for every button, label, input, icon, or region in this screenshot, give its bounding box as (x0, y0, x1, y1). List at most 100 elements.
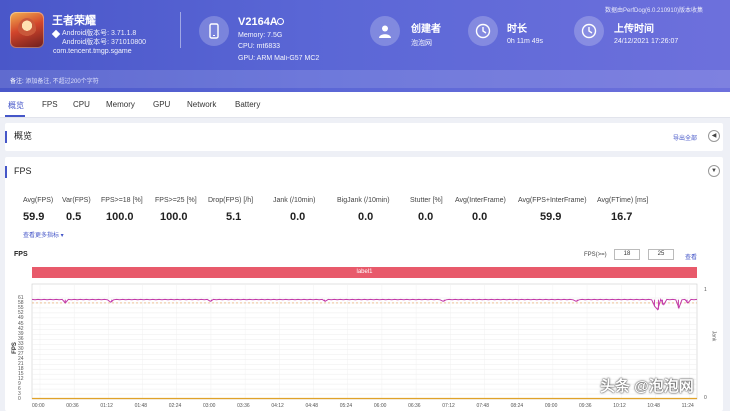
metric-label: Jank (/10min) (273, 197, 316, 204)
y-tick-label: 27 (18, 351, 24, 358)
y-tick-label: 15 (18, 371, 24, 378)
fps-threshold-input-1[interactable]: 18 (614, 249, 640, 260)
metric-value: 0.5 (66, 211, 82, 223)
x-tick-label: 03:36 (237, 403, 250, 409)
more-metrics-link[interactable]: 查看更多指标 ▾ (23, 233, 64, 239)
metric-value: 0.0 (472, 211, 488, 223)
tab-gpu[interactable]: GPU (153, 100, 171, 109)
x-tick-label: 06:36 (408, 403, 421, 409)
chart-title: FPS (14, 251, 28, 258)
fps-title: FPS (14, 166, 32, 176)
metric-value: 0.0 (418, 211, 434, 223)
y-tick-label: 12 (18, 376, 24, 383)
y-tick-label: 55 (18, 304, 24, 311)
y-tick-label: 24 (18, 356, 24, 363)
tab-fps[interactable]: FPS (42, 100, 58, 109)
y-tick-label: 42 (18, 326, 24, 333)
remark-input[interactable]: 添加备注, 不超过200个字符 (25, 79, 99, 85)
app-name: 王者荣耀 (52, 15, 96, 27)
y-tick-label: 39 (18, 331, 24, 338)
tab-cpu[interactable]: CPU (73, 100, 90, 109)
y-tick-label: 58 (18, 299, 24, 306)
duration-value: 0h 11m 49s (507, 38, 544, 45)
y-tick-label: 21 (18, 361, 24, 368)
duration-title: 时长 (507, 24, 527, 35)
tab-battery[interactable]: Battery (235, 100, 261, 109)
metric-value: 0.0 (358, 211, 374, 223)
tab-memory[interactable]: Memory (106, 100, 135, 109)
fps-threshold-input-2[interactable]: 25 (648, 249, 674, 260)
y-tick-label: 36 (18, 336, 24, 343)
overview-accent (5, 131, 7, 143)
x-tick-label: 04:48 (305, 403, 319, 409)
x-tick-label: 01:48 (134, 403, 148, 409)
creator-value: 泡泡网 (411, 40, 432, 47)
metric-value: 16.7 (611, 211, 633, 223)
active-tab-indicator (5, 115, 25, 117)
y-tick-label: 3 (18, 391, 21, 398)
x-tick-label: 07:12 (442, 403, 455, 409)
metric-label: FPS>=18 [%] (101, 197, 143, 204)
user-icon (370, 16, 400, 46)
device-edit-icon[interactable] (277, 18, 284, 25)
metric-value: 0.0 (290, 211, 306, 223)
overview-section: 概览 导出全部 ◀ (5, 123, 723, 151)
collapse-down-icon[interactable]: ▼ (708, 165, 720, 177)
android-build: Android版本号: 371010800 (62, 39, 147, 46)
plot-frame (31, 283, 698, 400)
x-tick-label: 05:24 (339, 403, 353, 409)
x-tick-label: 00:00 (32, 403, 45, 409)
y-tick-label: 49 (18, 314, 24, 321)
x-tick-label: 10:12 (613, 403, 626, 409)
tab-network[interactable]: Network (187, 100, 217, 109)
fps-series-line (31, 298, 698, 311)
remark-bar[interactable]: 备注: 添加备注, 不超过200个字符 (0, 70, 730, 88)
x-tick-label: 09:00 (544, 403, 558, 409)
x-tick-label: 04:12 (271, 403, 284, 409)
metric-value: 5.1 (226, 211, 242, 223)
right-axis-label: Jank (710, 330, 717, 342)
y-tick-label: 18 (18, 366, 24, 373)
x-tick-label: 00:36 (66, 403, 79, 409)
report-header: 王者荣耀 Android版本号: 3.71.1.8 Android版本号: 37… (0, 0, 730, 92)
label-band[interactable]: label1 (32, 267, 697, 278)
device-cpu: CPU: mt6833 (238, 43, 281, 50)
x-tick-label: 07:48 (476, 403, 489, 409)
y-tick-label: 6 (18, 386, 21, 393)
y-tick-label: 0 (18, 396, 21, 402)
metric-label: Avg(FPS+InterFrame) (518, 197, 587, 204)
y-tick-label: 33 (18, 341, 24, 348)
android-version: Android版本号: 3.71.1.8 (62, 30, 137, 37)
tab-overview[interactable]: 概览 (8, 101, 24, 110)
collapse-left-icon[interactable]: ◀ (708, 130, 720, 142)
y-tick-label: 52 (18, 309, 24, 316)
metric-label: FPS>=25 [%] (155, 197, 197, 204)
query-link[interactable]: 查看 (685, 255, 698, 261)
overview-title: 概览 (14, 131, 33, 141)
x-tick-label: 08:24 (510, 403, 524, 409)
upload-title: 上传时间 (614, 24, 654, 35)
metric-label: BigJank (/10min) (337, 197, 390, 204)
metric-label: Drop(FPS) [/h] (208, 197, 254, 204)
right-axis-tick: 0 (704, 395, 707, 401)
x-tick-label: 11:24 (681, 403, 694, 409)
metric-label: Var(FPS) (62, 197, 91, 204)
watermark: 头条 @泡泡网 (600, 378, 694, 395)
export-all-link[interactable]: 导出全部 (673, 136, 698, 142)
phone-icon (199, 16, 229, 46)
metric-value: 100.0 (106, 211, 134, 223)
upload-clock-icon (574, 16, 604, 46)
app-icon (10, 12, 44, 48)
creator-title: 创建者 (411, 24, 441, 35)
x-tick-label: 02:24 (168, 403, 182, 409)
fps-accent (5, 166, 7, 178)
metric-label: Avg(FPS) (23, 197, 54, 204)
right-axis-tick: 1 (704, 287, 707, 293)
upload-value: 24/12/2021 17:26:07 (614, 38, 679, 45)
metric-label: Avg(InterFrame) (455, 197, 506, 204)
package-name: com.tencent.tmgp.sgame (53, 48, 132, 55)
metric-value: 59.9 (540, 211, 562, 223)
fps-filter-label: FPS(>=) (584, 252, 607, 258)
y-tick-label: 30 (18, 346, 24, 353)
